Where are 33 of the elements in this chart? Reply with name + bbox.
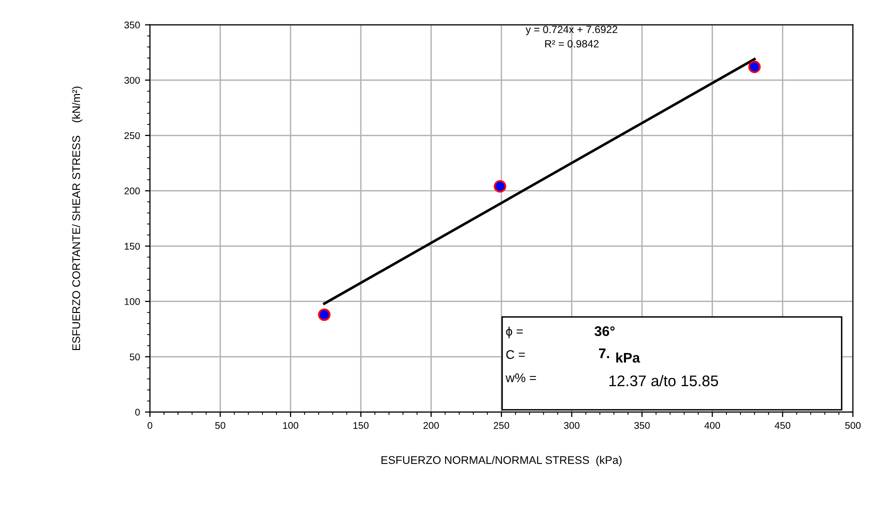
x-tick-label: 250	[494, 422, 510, 429]
x-tick-label: 300	[564, 422, 580, 429]
x-tick-label: 500	[845, 422, 861, 429]
point	[318, 308, 330, 321]
annotation: y = 0.724x + 7.6922	[526, 26, 618, 36]
annotation: kPa	[616, 352, 640, 363]
x-tick-label: 50	[215, 422, 226, 429]
point	[748, 60, 761, 74]
annotation: C =	[506, 350, 525, 359]
annotation: ϕ =	[506, 326, 523, 338]
y-tick-label: 200	[124, 188, 140, 194]
x-tick-label: 400	[704, 422, 720, 429]
annotation: w% =	[506, 373, 536, 382]
x-tick-label: 450	[774, 422, 790, 429]
annotation: R² = 0.9842	[545, 40, 599, 48]
y-tick-label: 350	[124, 22, 140, 28]
x-tick-label: 200	[424, 422, 439, 429]
x-tick-label: 150	[353, 422, 369, 429]
annotation: 12.37 a/to 15.85	[609, 375, 718, 386]
y-tick-label: 150	[124, 242, 140, 250]
x-tick-label: 350	[634, 422, 650, 429]
annotation: 7.	[599, 348, 610, 358]
x-axis-title: ESFUERZO NORMAL/NORMAL STRESS (kPa)	[382, 456, 622, 466]
y-tick-label: 0	[135, 408, 140, 416]
x-tick-label: 0	[148, 422, 152, 429]
y-axis-title: ESFUERZO CORTANTE/ SHEAR STRESS (kN/m²)	[72, 86, 82, 350]
y-tick-label: 50	[130, 353, 140, 360]
y-tick-label: 100	[124, 298, 140, 306]
x-tick-label: 100	[283, 422, 298, 429]
y-tick-label: 300	[124, 76, 140, 84]
annotation: 36°	[594, 326, 615, 336]
y-tick-label: 250	[124, 132, 140, 140]
point	[494, 180, 506, 193]
